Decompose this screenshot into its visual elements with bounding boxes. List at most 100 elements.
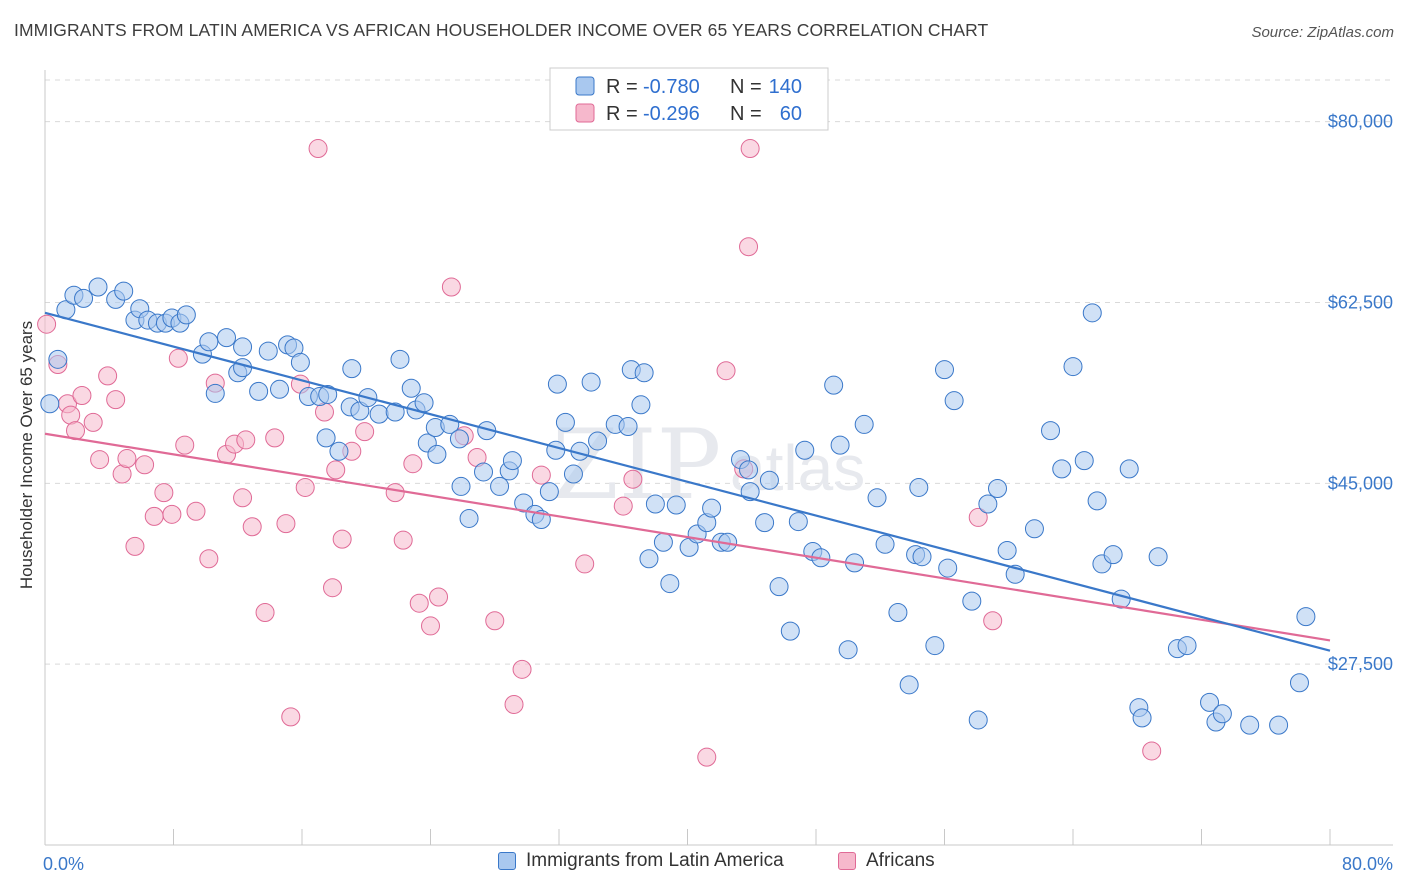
latin-america-point xyxy=(1200,692,1220,712)
latin-america-point xyxy=(935,360,954,380)
y-tick-label: $80,000 xyxy=(1328,112,1393,132)
correlation-legend: R = -0.780 N = 140 R = -0.296 N = 60 xyxy=(549,67,829,131)
latin-america-point xyxy=(909,477,929,497)
trend-lines xyxy=(44,311,1331,652)
latin-america-point xyxy=(474,462,494,482)
africans-point xyxy=(393,530,413,550)
latin-america-point xyxy=(1087,491,1107,511)
latin-america-point xyxy=(1132,708,1152,728)
africans-point xyxy=(199,549,219,569)
latin-america-point xyxy=(1074,451,1094,471)
legend-r-value-1: -0.780 xyxy=(643,76,700,98)
latin-america-point xyxy=(899,675,919,695)
africans-point xyxy=(295,477,315,497)
africans-point xyxy=(531,465,551,485)
africans-point xyxy=(485,611,505,631)
africans-point xyxy=(276,514,296,534)
latin-america-point xyxy=(925,636,945,656)
africans-point xyxy=(1142,741,1162,761)
latin-america-point xyxy=(1103,545,1123,565)
latin-america-point xyxy=(653,532,673,552)
latin-america-point xyxy=(249,381,269,401)
legend-n-label-2: N = xyxy=(730,103,762,125)
africans-point xyxy=(90,450,110,470)
latin-america-point xyxy=(1119,459,1139,479)
latin-america-point xyxy=(449,429,469,449)
africans-point xyxy=(575,554,595,574)
africans-point xyxy=(236,430,256,450)
legend-n-label-1: N = xyxy=(730,76,762,98)
africans-point xyxy=(255,603,275,622)
africans-point xyxy=(429,587,449,607)
latin-america-point xyxy=(1052,459,1072,479)
latin-america-point xyxy=(217,328,237,348)
y-tick-label: $45,000 xyxy=(1328,473,1393,493)
latin-america-point xyxy=(631,395,651,415)
chart-title: IMMIGRANTS FROM LATIN AMERICA VS AFRICAN… xyxy=(14,20,989,40)
latin-america-point xyxy=(780,621,800,641)
latin-america-point xyxy=(290,352,310,372)
latin-america-point xyxy=(502,451,522,471)
africans-point xyxy=(409,593,429,613)
latin-america-point xyxy=(769,577,789,597)
legend-label-africans: Africans xyxy=(866,850,935,871)
latin-america-point xyxy=(40,394,60,414)
africans-point xyxy=(265,428,285,448)
latin-america-point xyxy=(88,277,108,297)
latin-america-point xyxy=(854,414,874,434)
africans-point xyxy=(162,504,182,524)
y-tick-label: $27,500 xyxy=(1328,654,1393,674)
latin-america-point xyxy=(968,710,988,730)
africans-point xyxy=(504,694,524,714)
latin-america-point xyxy=(875,534,895,554)
latin-america-point xyxy=(176,305,196,325)
africans-point xyxy=(326,460,346,480)
africans-point xyxy=(968,507,988,527)
latin-america-point xyxy=(666,495,686,515)
latin-america-point xyxy=(258,341,278,361)
africans-point xyxy=(355,422,375,442)
x-tick-label-max: 80.0% xyxy=(1342,854,1393,874)
latin-america-point xyxy=(451,476,471,496)
legend-swatch-latin-america xyxy=(498,852,516,870)
africans-point xyxy=(175,435,195,455)
latin-america-point xyxy=(1289,673,1309,693)
latin-america-point xyxy=(618,417,638,436)
latin-america-point xyxy=(645,494,665,514)
latin-america-point xyxy=(702,498,722,518)
axes xyxy=(44,70,1393,846)
africans-point xyxy=(613,496,633,516)
africans-point xyxy=(144,506,164,526)
africans-point xyxy=(106,390,126,410)
africans-point xyxy=(403,454,423,474)
africans-point xyxy=(441,277,461,297)
latin-america-point xyxy=(759,470,779,490)
legend-r-value-2: -0.296 xyxy=(643,103,700,125)
y-axis-label: Householder Income Over 65 years xyxy=(17,321,36,589)
latin-america-point xyxy=(270,379,290,399)
latin-america-point xyxy=(369,404,389,424)
africans-point xyxy=(72,386,92,405)
y-tick-labels: $27,500 $45,000 $62,500 $80,000 xyxy=(1328,112,1393,675)
latin-america-point xyxy=(233,337,253,357)
africans-point xyxy=(168,348,188,368)
latin-america-point xyxy=(539,482,559,502)
latin-america-point xyxy=(401,378,421,398)
africans-point xyxy=(323,578,343,598)
latin-america-point xyxy=(581,372,601,392)
africans-point xyxy=(512,659,532,679)
africans-point xyxy=(740,139,760,159)
latin-america-point xyxy=(385,402,405,422)
latin-america-point xyxy=(795,440,815,460)
latin-america-point xyxy=(838,640,858,660)
legend-n-value-1: 140 xyxy=(769,76,802,98)
legend-n-value-2: 60 xyxy=(780,103,802,125)
legend-item-africans: Africans xyxy=(838,850,935,872)
africans-point xyxy=(623,469,643,489)
africans-point xyxy=(83,412,103,432)
latin-america-point xyxy=(74,288,94,308)
latin-america-point xyxy=(1024,519,1044,539)
latin-america-point xyxy=(912,547,932,567)
latin-america-point xyxy=(962,591,982,611)
